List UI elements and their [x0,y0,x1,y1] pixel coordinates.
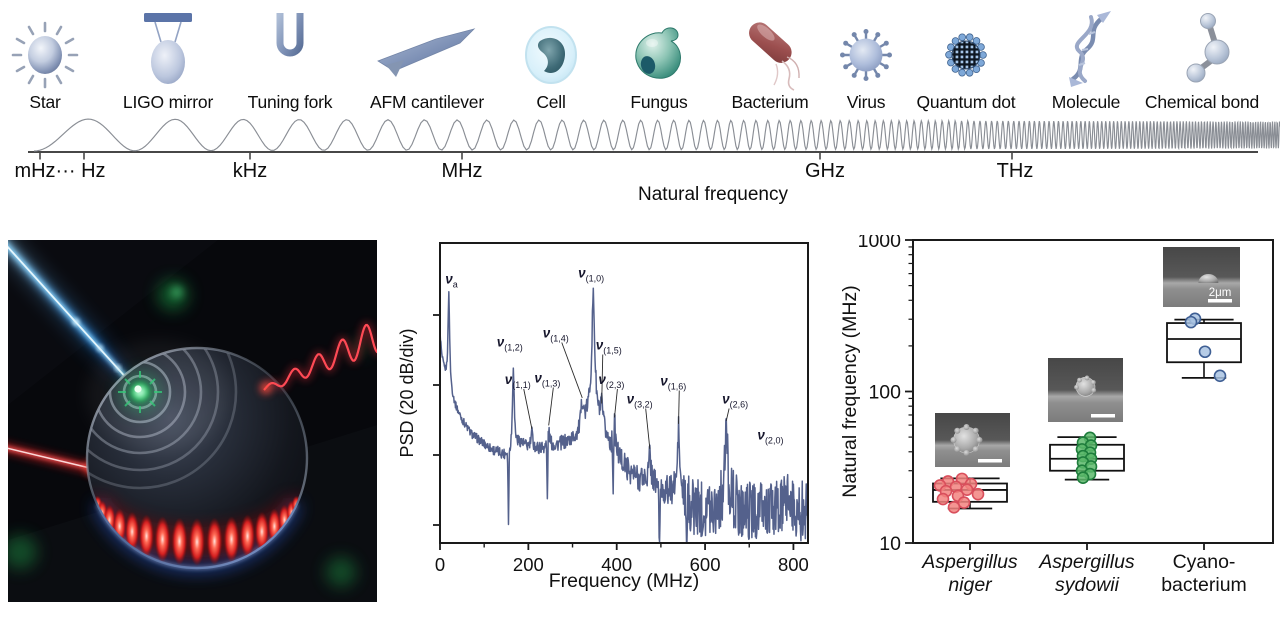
scale-item-star: Star [0,4,113,112]
axis-tick-label-mhz-hz: mHz··· Hz [14,160,106,182]
axis-tick-label-thz: THz [996,160,1034,182]
psd-peak-label: ν(2,0) [757,428,783,446]
chemical-bond-icon [1186,12,1230,83]
psd-x-tick-label: 400 [601,554,632,575]
boxplot-chart: 10 100 1000 Natural frequency (MHz) Aspergil… [839,230,1274,596]
box-whisker [1166,318,1242,379]
data-point [1198,345,1212,359]
scale-item-quantum-dot: Quantum dot [898,4,1034,112]
output-modulated-wave [260,321,383,394]
scale-bar [1091,414,1115,418]
psd-frame [439,242,809,544]
psd-peak-label: ν(1,4) [543,326,569,344]
quantum-dot-icon [945,33,987,77]
scale-item-label: LIGO mirror [122,91,214,112]
data-point [947,501,961,514]
psd-spectrum-panel: 0 200 400 600 800 Frequency (MHz) PSD (20 dB/d… [397,235,838,618]
psd-peak-label: ν(1,6) [660,374,686,392]
natural-frequency-boxplot-panel: 10 100 1000 Natural frequency (MHz) Aspergil… [839,230,1280,618]
scale-item-label: Quantum dot [916,91,1016,112]
scale-bar [1208,299,1232,303]
afm-cantilever-icon [377,27,476,77]
sem-inset [935,413,1010,467]
data-point [957,496,971,509]
psd-peak-label: ν(1,0) [578,266,604,284]
scale-item-bacterium: Bacterium [702,4,838,112]
psd-x-tick-label: 600 [690,554,721,575]
data-point [1076,471,1090,484]
data-point [971,487,985,501]
virus-icon [840,28,892,81]
optomechanical-microsphere-illustration [0,225,383,602]
psd-peak-label: νa [445,272,458,290]
psd-peak-label: ν(3,2) [627,392,653,410]
chirp-wave-path [33,118,1280,152]
microsphere-render-panel [0,225,383,602]
scale-item-ligo-mirror: LIGO mirror [100,4,236,112]
scale-item-label: Molecule [1051,91,1121,112]
psd-trace [439,287,809,543]
scale-item-label: Virus [846,91,886,112]
box-category-label: Cyano- [1173,551,1236,573]
axis-tick-label-ghz: GHz [805,160,845,182]
frequency-chirp-wave [28,118,1280,160]
box-category-label: sydowii [1055,574,1120,596]
psd-x-axis-label: Frequency (MHz) [549,570,700,592]
scale-item-label: Tuning fork [247,91,333,112]
scale-item-label: Chemical bond [1144,91,1260,112]
cell-icon [525,25,577,84]
data-point [1213,369,1227,383]
ligo-mirror-icon [144,12,192,84]
box-category-label: bacterium [1161,574,1247,596]
psd-peak-label: ν(1,5) [596,338,622,356]
scale-item-cell: Cell [483,4,619,112]
scale-item-label: Fungus [630,91,688,112]
scale-item-molecule: Molecule [1018,4,1154,112]
psd-peak-label: ν(1,1) [505,372,531,390]
data-point [960,483,974,496]
axis-title: Natural frequency [638,184,788,205]
scale-item-tuning-fork: Tuning fork [222,4,358,112]
axis-tick-label-khz: kHz [232,160,268,182]
star-icon [11,21,79,89]
tuning-fork-icon [276,12,304,86]
psd-x-tick-label: 200 [513,554,544,575]
box-category-label: Aspergillus [921,551,1018,573]
box-y-tick-label: 1000 [858,235,902,252]
axis-tick-label-mhz: MHz [441,160,483,182]
fungal-spore [118,371,162,413]
molecule-icon [1069,10,1111,87]
scale-item-virus: Virus [798,4,934,112]
psd-peak-label: ν(2,6) [722,392,748,410]
scale-bar [978,459,1002,463]
psd-x-tick-label: 800 [778,554,809,575]
psd-peak-label: ν(1,3) [534,371,560,389]
bacterium-icon [749,22,800,91]
psd-chart: 0 200 400 600 800 Frequency (MHz) PSD (20 dB/d… [397,242,809,592]
scale-item-label: AFM cantilever [370,91,484,112]
green-microbes [3,280,368,587]
scale-item-chemical-bond: Chemical bond [1134,4,1270,112]
fungus-icon [635,27,681,79]
psd-peak-label: ν(1,2) [497,335,523,353]
box-category-label: Aspergillus [1038,551,1135,573]
scale-item-fungus: Fungus [591,4,727,112]
data-point [936,492,950,506]
box-y-tick-label: 10 [879,533,901,555]
box-y-tick-label: 100 [868,382,901,404]
box-category-label: niger [948,574,993,596]
scale-item-label: Cell [536,91,566,112]
data-point [1184,315,1198,329]
psd-x-tick-label: 0 [435,554,445,575]
psd-y-axis-label: PSD (20 dB/div) [398,328,417,457]
scale-bar-label: 2μm [1209,287,1232,299]
scale-item-label: Bacterium [731,91,809,112]
sem-inset: 2μm [1163,247,1240,307]
frequency-axis: mHz··· Hz kHz MHz GHz THz Natural freque… [0,108,1280,218]
scale-item-afm-cantilever: AFM cantilever [359,4,495,112]
box-y-axis-label: Natural frequency (MHz) [840,285,861,497]
scale-item-label: Star [29,91,61,112]
sem-inset [1048,358,1123,422]
